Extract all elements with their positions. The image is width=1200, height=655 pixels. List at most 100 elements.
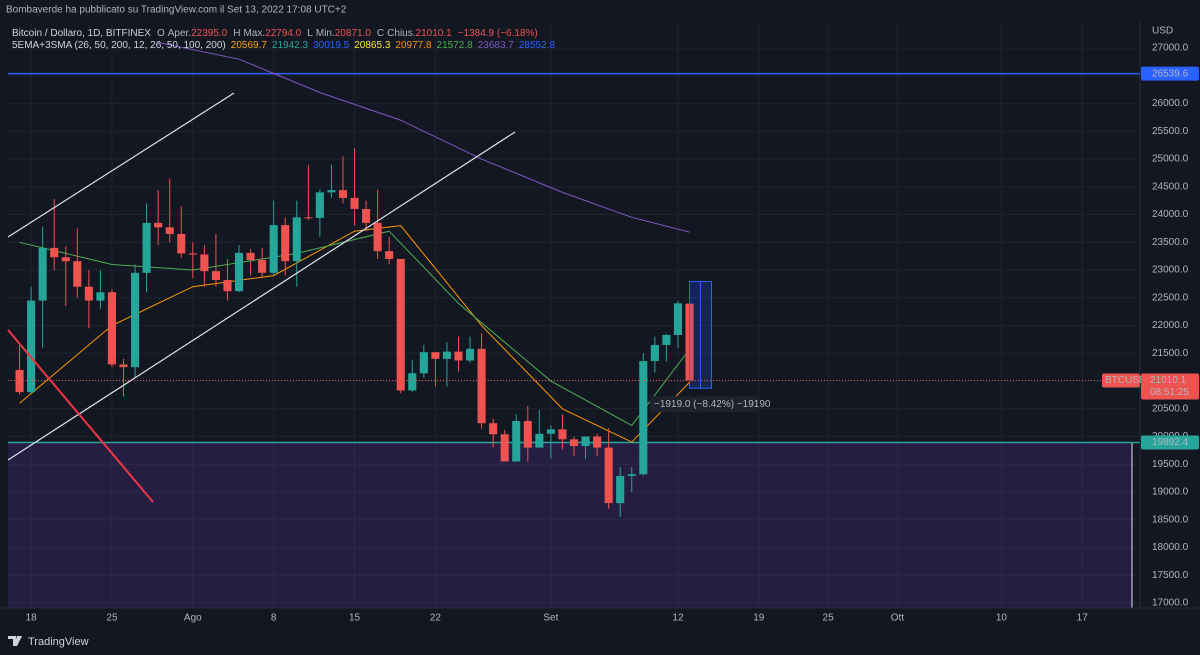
candle-body (107, 292, 117, 365)
candle-body (96, 292, 105, 301)
candle-body (558, 429, 567, 440)
y-tick-label: 17500.0 (1152, 570, 1189, 581)
y-tick-label: 24500.0 (1152, 181, 1189, 192)
candle-body (211, 271, 220, 281)
candle-body (385, 251, 394, 259)
candle-body (304, 217, 313, 219)
candle-body (281, 225, 290, 262)
ohlc-label: Max. (243, 28, 265, 39)
y-tick-label: 18000.0 (1152, 542, 1189, 553)
candle-body (38, 247, 47, 301)
level-label: 26539.6 (1152, 68, 1189, 79)
candle-body (639, 361, 648, 475)
x-tick-label: 8 (271, 613, 277, 624)
ohlc-value: 20871.0 (335, 28, 372, 39)
price-tag-bg (1141, 373, 1199, 400)
ohlc-value: 22395.0 (191, 28, 228, 39)
x-tick-label: 15 (349, 613, 361, 624)
zone (8, 442, 1132, 608)
y-tick-label: 22000.0 (1152, 320, 1189, 331)
indicator-line (158, 42, 690, 233)
candle-body (177, 233, 186, 254)
candle-body (142, 222, 151, 273)
y-tick-label: 19500.0 (1152, 459, 1189, 470)
candle-body (84, 286, 93, 301)
footer: TradingView (28, 636, 89, 648)
indicator-value: 20569.7 (231, 40, 268, 51)
y-tick-label: 25500.0 (1152, 126, 1189, 137)
y-tick-label: 21500.0 (1152, 348, 1189, 359)
candle-body (258, 260, 267, 273)
symbol: Bitcoin / Dollaro, 1D, BITFINEX (12, 28, 151, 39)
measure-label-bg (650, 396, 758, 413)
candle-body (61, 257, 70, 262)
header: Bombaverde ha pubblicato su TradingView.… (6, 5, 347, 16)
candle-body (673, 303, 683, 335)
candle-body (50, 247, 59, 258)
candle-body (223, 280, 232, 292)
ohlc-key: O (157, 28, 165, 39)
candle-body (581, 436, 590, 446)
candle-body (465, 348, 475, 361)
candle-body (419, 352, 428, 374)
x-tick-label: 18 (26, 613, 38, 624)
y-tick-label: 23000.0 (1152, 265, 1189, 276)
indicator-value: 30019.5 (313, 40, 350, 51)
symbol-legend: Bitcoin / Dollaro, 1D, BITFINEX O Aper.223… (12, 28, 538, 39)
candle-body (131, 272, 140, 368)
candle-body (234, 252, 244, 292)
candle-body (454, 351, 463, 361)
candle-body (442, 351, 451, 359)
symbol-tag-bg (1102, 373, 1140, 388)
level-label: 19892.4 (1152, 437, 1189, 448)
ohlc-label: Aper. (168, 28, 191, 39)
price-tag: 21010.1 (1150, 375, 1187, 386)
x-tick-label: 10 (996, 613, 1008, 624)
candle-body (593, 436, 602, 448)
x-tick-label: Set (543, 613, 558, 624)
candle-body (188, 253, 197, 255)
countdown: 08:51:25 (1150, 387, 1189, 398)
y-tick-label: 17000.0 (1152, 598, 1189, 609)
x-tick-label: 17 (1077, 613, 1089, 624)
candle-body (569, 439, 579, 446)
y-tick-label: 23500.0 (1152, 237, 1189, 248)
y-tick-label: 26000.0 (1152, 98, 1189, 109)
indicator-value: 21572.8 (437, 40, 474, 51)
x-tick-label: 19 (753, 613, 765, 624)
indicator-line (19, 230, 690, 427)
candle-body (373, 222, 382, 252)
y-tick-label: 24000.0 (1152, 209, 1189, 220)
candle-body (431, 352, 440, 359)
ohlc-value: 21010.1 (416, 28, 453, 39)
y-tick-label: 19000.0 (1152, 487, 1189, 498)
candle-body (489, 423, 498, 435)
candle-body (200, 254, 209, 272)
candle-body (246, 252, 255, 261)
ohlc-label: Min. (316, 28, 335, 39)
candle-body (512, 420, 521, 462)
candle-body (315, 192, 324, 218)
x-tick-label: Ago (184, 613, 202, 624)
ohlc-value: 22794.0 (265, 28, 302, 39)
candle-body (546, 429, 555, 434)
trend-line (7, 329, 154, 503)
ohlc-key: L (307, 28, 313, 39)
candle-body (27, 300, 36, 393)
indicator-name: 5EMA+3SMA (26, 50, 200, 12, 26, 50, 100,… (12, 40, 226, 51)
y-tick-label: 22500.0 (1152, 292, 1189, 303)
measure-label: −1919.0 (−8.42%) −19190 (654, 399, 771, 410)
candle-body (327, 190, 336, 193)
candle-body (338, 190, 348, 198)
indicator-legend: 5EMA+3SMA (26, 50, 200, 12, 26, 50, 100,… (12, 40, 555, 51)
candle-body (408, 373, 417, 391)
trend-line (7, 92, 235, 238)
candle-body (362, 209, 371, 223)
level-tag (1141, 66, 1199, 81)
candle-body (523, 420, 532, 448)
ohlc-label: Chius. (387, 28, 415, 39)
candle-body (154, 222, 163, 228)
